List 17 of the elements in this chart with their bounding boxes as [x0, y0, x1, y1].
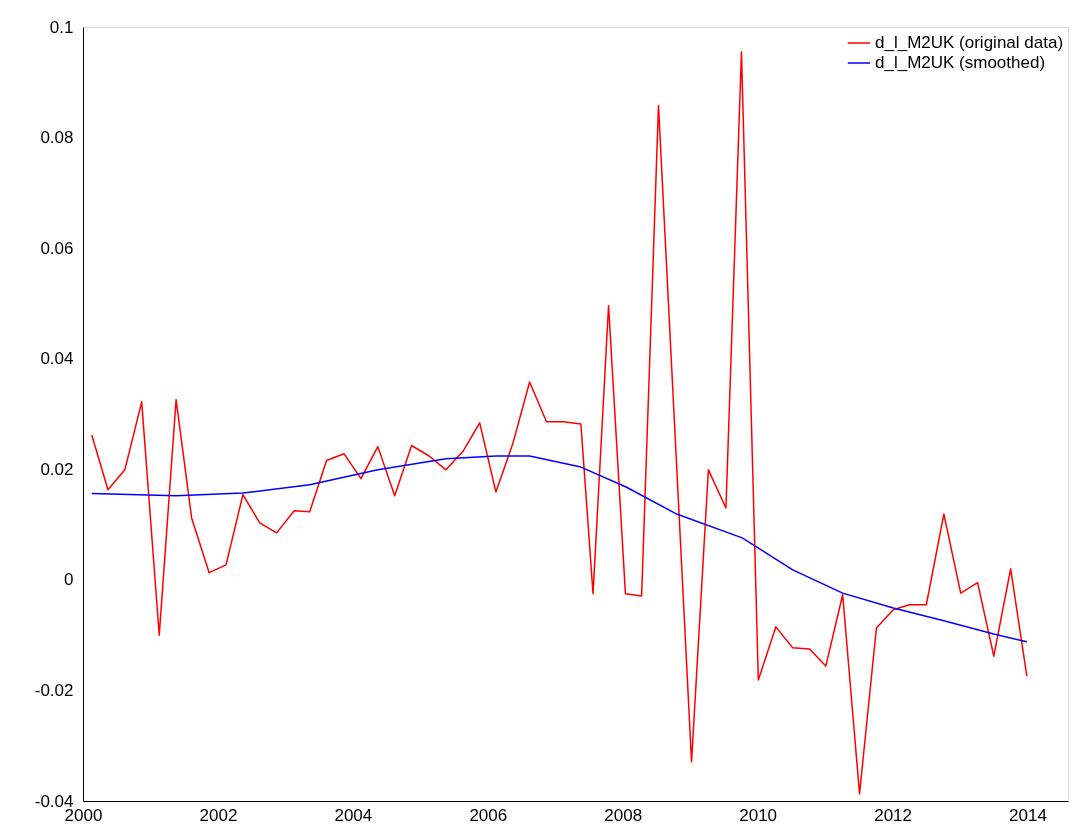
y-tick-label: 0.1: [49, 17, 74, 37]
x-tick-label: 2002: [199, 805, 238, 825]
legend-label: d_l_M2UK (smoothed): [875, 53, 1046, 72]
x-tick-label: 2010: [739, 805, 778, 825]
x-tick-label: 2014: [1009, 805, 1047, 825]
y-tick-label: -0.02: [34, 680, 74, 700]
line-series: [91, 455, 1028, 643]
x-tick-label: 2004: [334, 805, 373, 825]
x-tick-label: 2012: [874, 805, 912, 825]
y-tick-label: 0.02: [40, 459, 74, 479]
x-tick-label: 2006: [469, 805, 508, 825]
y-tick-label: 0.06: [40, 238, 74, 258]
y-tick-label: 0: [64, 570, 74, 590]
x-tick-label: 2008: [604, 805, 643, 825]
y-tick-label: 0.04: [40, 349, 74, 369]
legend-label: d_l_M2UK (original data): [875, 33, 1064, 52]
y-tick-label: 0.08: [40, 128, 74, 148]
